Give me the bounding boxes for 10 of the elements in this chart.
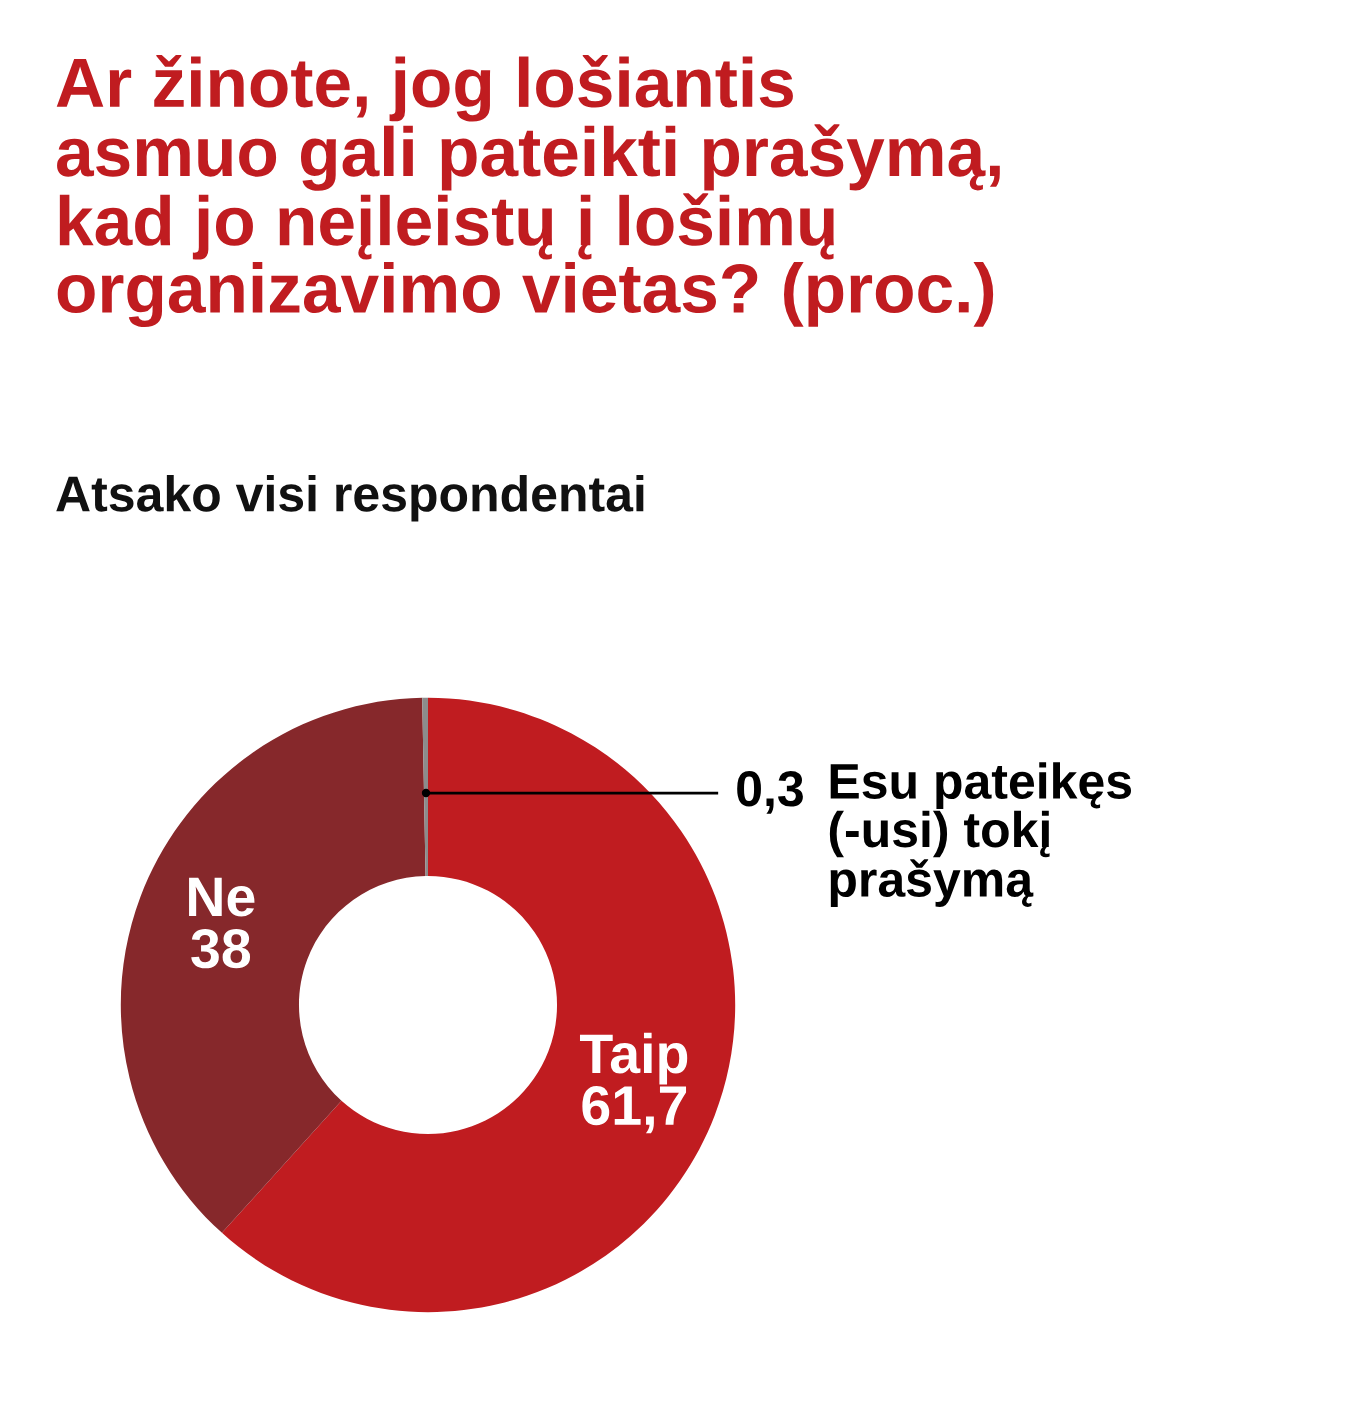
slice-label: Ne <box>189 877 255 917</box>
chart-title: Ar žinote, jog lošiantis asmuo gali pateikti prašymą, kad jo neįleistų į lošimų organizavimo vietas? (proc.) <box>56 55 1000 328</box>
data-label: 0,3 <box>737 771 803 814</box>
donut-slice <box>422 697 428 876</box>
donut-slice <box>120 697 426 1233</box>
data-label: 61,7 <box>582 1085 687 1134</box>
slice-label: Esu pateikęs (-usi) tokį prašymą <box>829 762 1132 907</box>
slice-label: Taip <box>579 1032 688 1085</box>
chart-subtitle: Atsako visi respondentai <box>56 475 644 522</box>
data-label: 38 <box>191 928 251 969</box>
